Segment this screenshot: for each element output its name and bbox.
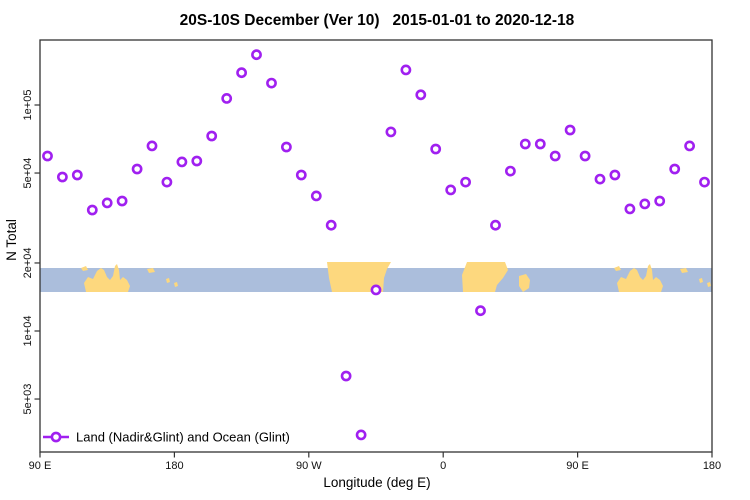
land-shape [617, 264, 663, 292]
data-point [594, 173, 606, 185]
land-shape [174, 282, 178, 287]
data-points [42, 49, 710, 441]
data-point [564, 124, 576, 136]
data-point [415, 89, 427, 101]
data-point [191, 155, 203, 167]
data-point [71, 169, 83, 181]
y-axis-title: N Total [4, 219, 19, 261]
land-shape [699, 278, 703, 283]
data-point [146, 140, 158, 152]
legend-symbol-circle [50, 431, 62, 443]
data-point [684, 140, 695, 152]
land-shape [614, 266, 621, 271]
data-point [624, 203, 636, 215]
data-point [131, 163, 143, 175]
data-point [370, 284, 382, 296]
data-point [57, 171, 68, 183]
y-tick-label: 2e+04 [22, 248, 34, 279]
x-tick-label: 0 [440, 460, 446, 472]
x-tick-label: 90 E [566, 460, 589, 472]
data-point [549, 150, 561, 162]
land-shape [707, 282, 711, 287]
data-point [669, 163, 681, 175]
data-point [161, 176, 173, 188]
data-point [251, 49, 262, 61]
data-point [325, 219, 337, 231]
world-map-strip [40, 262, 712, 292]
data-point [579, 150, 591, 162]
land-shape [462, 262, 508, 292]
data-point [340, 370, 352, 382]
data-point [116, 195, 128, 207]
data-point [654, 195, 666, 207]
data-point [221, 93, 233, 104]
land-shape [166, 278, 170, 283]
data-point [445, 184, 457, 196]
data-point [236, 67, 247, 79]
data-point [101, 197, 113, 209]
y-tick-label: 1e+05 [22, 90, 34, 121]
data-point [430, 143, 442, 155]
data-point [519, 138, 531, 150]
legend-label: Land (Nadir&Glint) and Ocean (Glint) [76, 430, 290, 445]
data-point [609, 169, 621, 181]
land-shape [327, 262, 391, 292]
data-point [42, 150, 53, 162]
data-point [490, 219, 501, 231]
x-tick-label: 90 E [29, 460, 52, 472]
x-tick-label: 180 [165, 460, 183, 472]
data-point [460, 176, 471, 188]
data-point [86, 204, 98, 216]
chart-title: 20S-10S December (Ver 10) 2015-01-01 to … [180, 12, 575, 29]
land-shape [680, 268, 688, 273]
x-tick-label: 90 W [296, 460, 322, 472]
x-axis-title: Longitude (deg E) [323, 475, 430, 490]
data-point [475, 305, 486, 317]
data-point [206, 130, 218, 142]
data-point [504, 165, 516, 177]
data-point [639, 198, 651, 210]
data-point [280, 141, 292, 153]
land-shape [81, 266, 88, 271]
data-point [400, 64, 412, 76]
data-point [295, 169, 307, 181]
legend: Land (Nadir&Glint) and Ocean (Glint) [43, 430, 290, 445]
land-shape [147, 268, 155, 273]
data-point [176, 156, 188, 168]
data-point [355, 429, 367, 441]
plot-border [39, 39, 713, 453]
data-point [310, 190, 322, 202]
data-point [266, 77, 277, 89]
y-tick-label: 1e+04 [22, 316, 34, 347]
x-tick-label: 180 [703, 460, 721, 472]
y-axis-ticks: 1e+05 5e+04 2e+04 1e+04 5e+03 [22, 90, 40, 415]
land-shape [519, 274, 530, 292]
y-tick-label: 5e+04 [22, 158, 34, 189]
data-point [385, 126, 397, 138]
y-tick-label: 5e+03 [22, 384, 34, 415]
x-axis-ticks: 90 E 180 90 W 0 90 E 180 [29, 452, 721, 472]
land-shape [84, 264, 130, 292]
data-point [534, 138, 546, 150]
data-point [699, 176, 710, 188]
